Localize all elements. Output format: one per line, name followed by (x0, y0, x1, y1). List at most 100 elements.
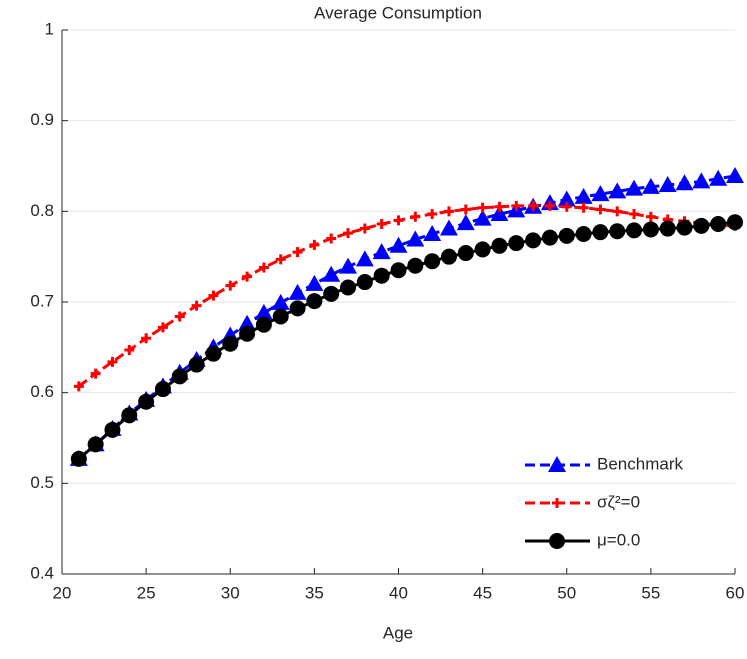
data-point (494, 201, 505, 212)
legend-label: Benchmark (597, 454, 683, 473)
data-point (710, 216, 727, 233)
data-point (625, 179, 644, 196)
data-point (595, 204, 606, 215)
legend-marker (552, 498, 562, 508)
data-point (323, 285, 340, 302)
data-point (561, 201, 572, 212)
data-point (557, 190, 576, 207)
data-point (474, 241, 491, 258)
data-point (389, 236, 408, 253)
legend-label: σζ²=0 (597, 492, 640, 511)
data-point (242, 271, 253, 282)
data-point (258, 262, 269, 273)
data-point (322, 265, 341, 282)
data-point (205, 345, 222, 362)
data-point (558, 227, 575, 244)
data-point (255, 316, 272, 333)
data-point (406, 230, 425, 247)
x-tick-label: 50 (557, 583, 576, 602)
data-point (675, 174, 694, 191)
series-line (77, 204, 736, 388)
y-tick-label: 0.8 (30, 201, 54, 220)
data-point (645, 211, 656, 222)
data-point (309, 239, 320, 250)
legend-marker (548, 456, 566, 472)
data-point (222, 335, 239, 352)
data-point (154, 381, 171, 398)
data-point (641, 177, 660, 194)
data-point (225, 280, 236, 291)
x-tick-label: 60 (726, 583, 745, 602)
data-point (490, 205, 509, 222)
data-point (188, 356, 205, 373)
x-tick-label: 20 (53, 583, 72, 602)
data-point (121, 407, 138, 424)
data-point (511, 200, 522, 211)
data-point (443, 206, 454, 217)
data-point (608, 182, 627, 199)
data-point (692, 172, 711, 189)
data-point (70, 450, 87, 467)
data-point (288, 283, 307, 300)
data-point (575, 226, 592, 242)
data-point (272, 308, 289, 325)
data-point (359, 223, 370, 234)
data-point (124, 345, 135, 356)
data-point (191, 300, 202, 311)
data-point (157, 322, 168, 333)
data-point (727, 214, 743, 231)
data-point (427, 209, 438, 220)
data-point (477, 202, 488, 213)
x-axis-label: Age (383, 623, 413, 642)
data-point (508, 235, 525, 252)
data-point (171, 368, 188, 385)
data-point (90, 368, 101, 379)
y-tick-label: 1 (45, 19, 54, 38)
data-point (525, 232, 542, 249)
data-point (174, 311, 185, 322)
data-point (440, 248, 457, 265)
data-point (612, 206, 623, 217)
y-tick-label: 0.7 (30, 291, 54, 310)
data-point (107, 356, 118, 367)
data-point (355, 250, 374, 267)
data-point (104, 421, 121, 438)
data-point (393, 215, 404, 226)
data-point (626, 222, 643, 239)
x-tick-label: 45 (473, 583, 492, 602)
data-point (609, 223, 626, 240)
data-point (141, 333, 152, 344)
data-point (659, 220, 676, 237)
data-point (410, 211, 421, 222)
data-point (376, 219, 387, 230)
data-point (473, 209, 492, 226)
y-tick-label: 0.4 (30, 563, 54, 582)
data-point (726, 166, 744, 183)
data-point (456, 214, 475, 231)
data-point (340, 279, 357, 296)
data-point (356, 274, 373, 291)
data-point (208, 290, 219, 301)
data-point (326, 233, 337, 244)
data-point (343, 228, 354, 239)
data-point (642, 221, 659, 238)
data-point (138, 393, 155, 410)
data-point (407, 257, 424, 274)
legend-label: μ=0.0 (597, 530, 640, 549)
data-point (254, 303, 273, 320)
data-point (578, 202, 589, 213)
data-point (305, 274, 324, 291)
data-point (289, 300, 306, 317)
x-tick-label: 35 (305, 583, 324, 602)
data-point (275, 254, 286, 265)
x-tick-label: 30 (221, 583, 240, 602)
data-point (239, 325, 256, 342)
data-point (271, 293, 290, 310)
series-line (77, 220, 736, 460)
data-point (238, 314, 257, 331)
x-tick-label: 40 (389, 583, 408, 602)
data-point (528, 200, 539, 211)
data-point (439, 219, 458, 236)
data-point (457, 245, 474, 262)
legend-marker (549, 533, 565, 549)
